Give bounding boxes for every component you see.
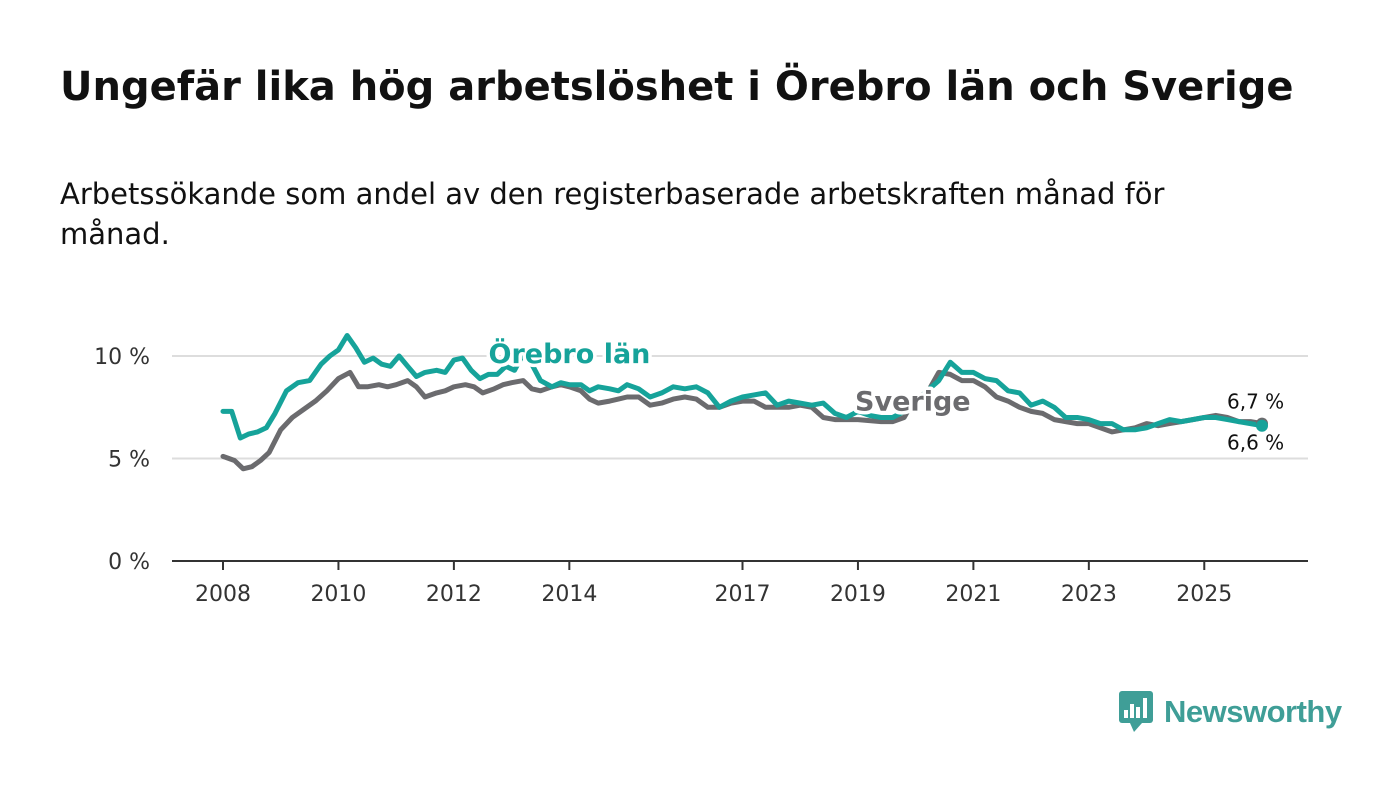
x-tick-label: 2008: [195, 582, 251, 607]
x-tick-label: 2017: [715, 582, 771, 607]
end-value-sverige: 6,7 %: [1227, 389, 1284, 413]
chart-title: Ungefär lika hög arbetslöshet i Örebro l…: [60, 64, 1294, 110]
series-label-sverige: Sverige: [855, 386, 971, 417]
y-tick-label: 0 %: [108, 550, 150, 575]
x-tick-label: 2021: [945, 582, 1001, 607]
x-tick-label: 2023: [1061, 582, 1117, 607]
end-value-orebro: 6,6 %: [1227, 430, 1284, 454]
newsworthy-logo[interactable]: Newsworthy: [1118, 690, 1342, 734]
bar-chart-speech-bubble-icon: [1119, 691, 1153, 732]
x-axis: [172, 560, 1308, 570]
end-point-orebro: [1256, 419, 1268, 432]
x-tick-label: 2014: [541, 582, 597, 607]
chart-subtitle: Arbetssökande som andel av den registerb…: [60, 177, 1165, 251]
line-chart: 0 % 5 % 10 % 2008 2010 2012 2014 2017 2019 2021 20…: [94, 333, 1308, 607]
y-tick-label: 5 %: [108, 448, 150, 473]
x-tick-label: 2012: [426, 582, 482, 607]
x-tick-label: 2019: [830, 582, 886, 607]
x-tick-label: 2025: [1176, 582, 1232, 607]
brand-name: Newsworthy: [1164, 694, 1342, 729]
grid-lines: [172, 355, 1308, 460]
x-tick-label: 2010: [310, 582, 366, 607]
series-line-sverige: [220, 369, 1265, 472]
series-label-orebro: Örebro län: [489, 337, 651, 370]
chart-labels: 0 % 5 % 10 % 2008 2010 2012 2014 2017 2019 2021 20…: [94, 334, 1284, 607]
y-tick-label: 10 %: [94, 345, 150, 370]
series-line-orebro: [220, 333, 1265, 441]
series-lines: [220, 333, 1268, 472]
